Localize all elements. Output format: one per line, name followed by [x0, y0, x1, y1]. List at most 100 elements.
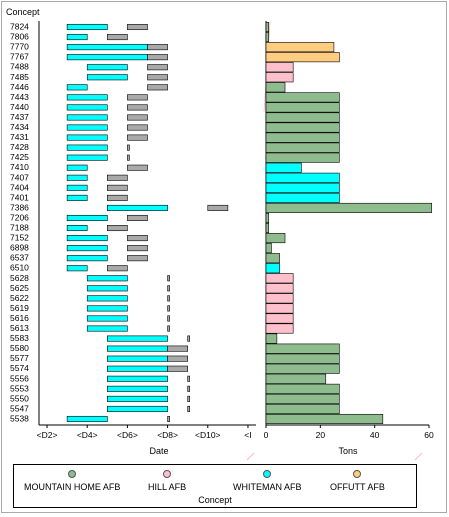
gantt-bar-a: [107, 204, 168, 211]
tons-bar: [265, 293, 294, 304]
gantt-bar-b: [107, 194, 128, 201]
gantt-bar-b: [107, 265, 128, 272]
category-label: 5577: [10, 353, 29, 363]
tons-bar: [265, 303, 294, 314]
legend-item: HILL AFB: [148, 470, 187, 492]
gantt-bar-a: [66, 214, 108, 221]
tons-bar: [265, 373, 327, 384]
category-label: 5556: [10, 373, 29, 383]
category-label: 7806: [10, 32, 29, 42]
gantt-bar-b: [127, 214, 148, 221]
tons-bar: [265, 92, 340, 103]
category-label: 7767: [10, 52, 29, 62]
category-label: 5622: [10, 293, 29, 303]
gantt-bar-a: [66, 174, 88, 181]
category-label: 5628: [10, 273, 29, 283]
gantt-bar-a: [66, 34, 88, 41]
gantt-bar-a: [66, 154, 108, 161]
gantt-bar-a: [66, 164, 88, 171]
date-tick-label: <D2>: [37, 430, 58, 440]
gantt-bar-a: [86, 285, 128, 292]
gantt-bar-a: [107, 395, 168, 402]
legend-label: WHITEMAN AFB: [233, 482, 302, 492]
tons-panel: 0 20 40 60: [264, 21, 434, 461]
gantt-bar-b: [147, 84, 168, 91]
gantt-bar-b: [147, 64, 168, 71]
gantt-bar-a: [66, 104, 108, 111]
tons-bar: [265, 72, 294, 83]
gantt-bar-b: [127, 255, 148, 262]
legend-item: OFFUTT AFB: [330, 470, 385, 492]
gantt-bar-b: [127, 154, 130, 161]
date-tick-label: <D8>: [157, 430, 178, 440]
gantt-bar-a: [66, 54, 148, 61]
legend-marker: [68, 470, 77, 478]
gantt-bar-a: [86, 295, 128, 302]
gantt-bar-a: [107, 365, 168, 372]
gantt-bar-a: [66, 144, 108, 151]
category-label: 5574: [10, 363, 29, 373]
category-label: 7443: [10, 92, 29, 102]
tons-bar: [265, 172, 340, 183]
gantt-bar-b: [187, 405, 190, 412]
tons-bar: [265, 42, 335, 53]
tons-bar: [265, 383, 340, 394]
gantt-bar-a: [107, 345, 168, 352]
legend: MOUNTAIN HOME AFB HILL AFB WHITEMAN AFB OFF…: [13, 464, 417, 508]
legend-title: Concept: [198, 495, 232, 505]
gantt-bar-b: [127, 245, 148, 252]
gantt-bar-a: [66, 194, 88, 201]
gantt-bar-a: [66, 44, 148, 51]
gantt-bar-b: [127, 24, 148, 31]
category-label: 6537: [10, 253, 29, 263]
gantt-bar-b: [147, 54, 168, 61]
tons-bar: [265, 62, 294, 73]
gantt-bar-a: [86, 64, 128, 71]
date-panel: <D2> <D4> <D6> <D8> <D10> <I: [37, 21, 271, 461]
tons-bar: [265, 353, 340, 364]
tons-bar: [265, 233, 286, 244]
tons-bar: [265, 152, 340, 163]
tons-bar: [265, 102, 340, 113]
gantt-bar-a: [107, 375, 168, 382]
category-label: 7770: [10, 42, 29, 52]
gantt-bar-b: [127, 164, 148, 171]
gantt-bar-b: [187, 385, 190, 392]
gantt-bar-a: [86, 325, 128, 332]
category-label: 5619: [10, 303, 29, 313]
tons-bar: [265, 243, 272, 254]
category-label: 7446: [10, 82, 29, 92]
gantt-bar-a: [66, 255, 108, 262]
tons-axis-label: Tons: [338, 446, 358, 456]
gantt-bar-b: [107, 34, 128, 41]
category-label: 7434: [10, 122, 29, 132]
legend-item: WHITEMAN AFB: [233, 470, 302, 492]
category-label: 5550: [10, 393, 29, 403]
gantt-bar-a: [107, 335, 168, 342]
legend-marker: [353, 470, 362, 478]
category-label: 7386: [10, 202, 29, 212]
category-label: 5583: [10, 333, 29, 343]
gantt-bar-a: [107, 385, 168, 392]
date-tick-label: <D4>: [77, 430, 98, 440]
gantt-bar-a: [107, 405, 168, 412]
gantt-bar-a: [66, 114, 108, 121]
tons-bar: [265, 333, 278, 344]
gantt-bar-b: [127, 144, 130, 151]
tons-bar: [265, 212, 270, 223]
decor-line: [246, 452, 255, 461]
category-label: 7824: [10, 22, 29, 32]
gantt-bar-b: [127, 124, 148, 131]
date-tick-label: <I: [244, 430, 251, 440]
category-label: 5547: [10, 403, 29, 413]
category-label: 7152: [10, 233, 29, 243]
gantt-bar-b: [167, 325, 170, 332]
category-label: 7437: [10, 112, 29, 122]
tons-bar: [265, 122, 340, 133]
tons-bar: [265, 403, 340, 414]
gantt-bar-a: [66, 134, 108, 141]
gantt-bar-b: [187, 375, 190, 382]
legend-label: HILL AFB: [148, 482, 187, 492]
gantt-bar-a: [66, 265, 88, 272]
